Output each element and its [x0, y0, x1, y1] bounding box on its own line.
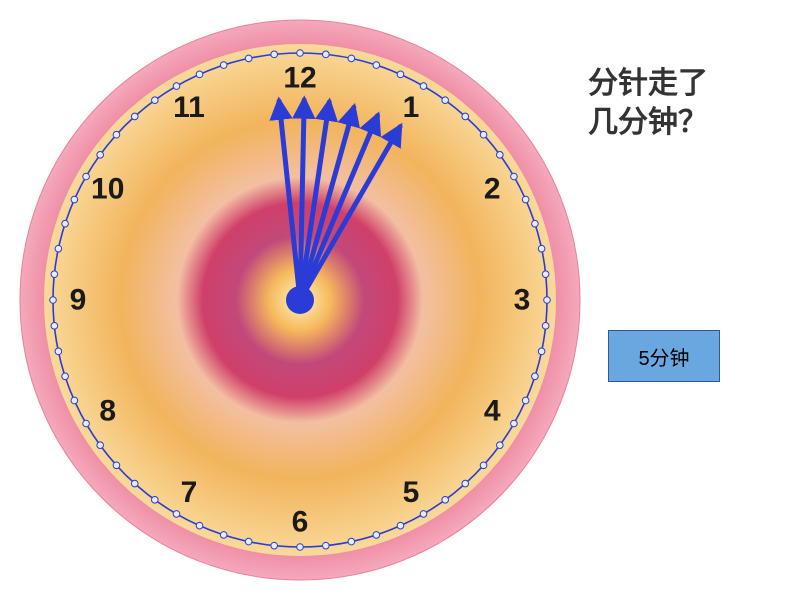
svg-text:2: 2: [484, 173, 501, 206]
svg-text:6: 6: [292, 506, 309, 539]
svg-text:3: 3: [514, 284, 531, 317]
svg-text:9: 9: [70, 284, 87, 317]
svg-text:5: 5: [403, 476, 420, 509]
svg-text:4: 4: [484, 395, 501, 428]
svg-text:1: 1: [403, 91, 420, 124]
svg-text:7: 7: [181, 476, 198, 509]
svg-text:12: 12: [283, 62, 316, 95]
answer-box[interactable]: 5分钟: [608, 330, 720, 382]
svg-text:11: 11: [173, 91, 205, 124]
svg-text:10: 10: [91, 173, 124, 206]
svg-text:8: 8: [99, 395, 116, 428]
stage: 121234567891011 分针走了 几分钟？ 5分钟: [0, 0, 794, 596]
answer-text: 5分钟: [638, 342, 689, 371]
question-text: 分针走了 几分钟？: [588, 64, 708, 142]
